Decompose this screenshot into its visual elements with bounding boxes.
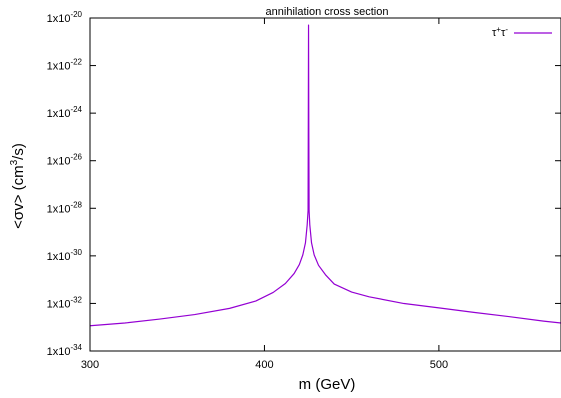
y-tick-label: 1x10-20 bbox=[47, 10, 83, 25]
y-tick-label: 1x10-32 bbox=[47, 295, 83, 310]
series-line-tau-tau bbox=[89, 24, 561, 327]
plot-frame bbox=[89, 17, 561, 352]
x-axis-title: m (GeV) bbox=[299, 376, 356, 393]
y-tick-label: 1x10-26 bbox=[47, 153, 83, 168]
x-axis-ticks: 300 400 500 bbox=[81, 18, 448, 371]
x-tick-label: 500 bbox=[430, 359, 448, 371]
series-layer bbox=[89, 24, 561, 327]
legend: τ+τ- bbox=[492, 25, 552, 39]
y-tick-label: 1x10-28 bbox=[47, 200, 83, 215]
legend-label-tau-tau: τ+τ- bbox=[492, 25, 508, 39]
y-tick-label: 1x10-22 bbox=[47, 58, 83, 73]
chart-title: annihilation cross section bbox=[266, 6, 389, 18]
x-tick-label: 400 bbox=[255, 359, 273, 371]
y-tick-label: 1x10-30 bbox=[47, 248, 83, 263]
y-axis-ticks: 1x10-34 1x10-32 1x10-30 1x10-28 1x10-26 1x10-… bbox=[47, 10, 561, 358]
y-tick-label: 1x10-34 bbox=[47, 343, 83, 358]
y-axis-title: <σv> (cm3/s) bbox=[9, 143, 27, 229]
x-tick-label: 300 bbox=[81, 359, 99, 371]
y-tick-label: 1x10-24 bbox=[47, 105, 83, 120]
